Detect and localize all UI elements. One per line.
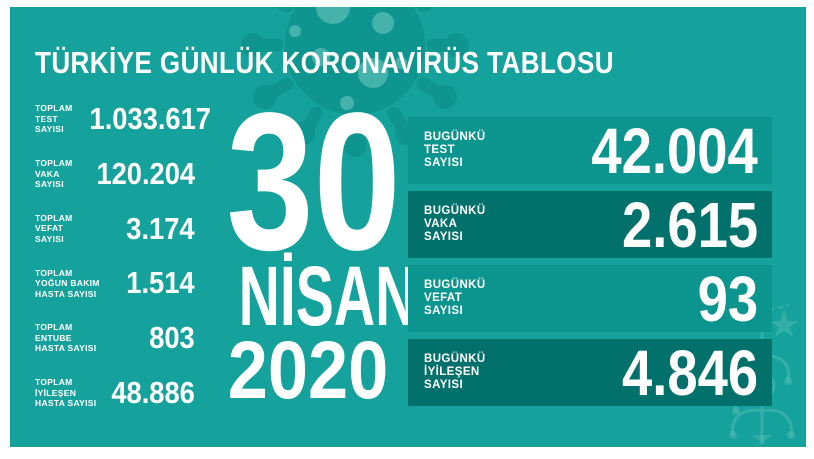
stat-label: BUGÜNKÜ VEFAT SAYISI bbox=[424, 279, 486, 317]
stat-label: TOPLAM TEST SAYISI bbox=[35, 103, 73, 135]
stat-value: 120.204 bbox=[96, 155, 195, 191]
totals-panel: TOPLAM TEST SAYISI 1.033.617 TOPLAM VAKA… bbox=[35, 95, 210, 417]
page-title: TÜRKİYE GÜNLÜK KORONAVİRÜS TABLOSU bbox=[35, 45, 614, 80]
total-row-vaka: TOPLAM VAKA SAYISI 120.204 bbox=[35, 150, 195, 198]
stat-label: TOPLAM ENTUBE HASTA SAYISI bbox=[35, 322, 97, 354]
stat-value: 4.846 bbox=[621, 336, 758, 409]
stat-label: TOPLAM İYİLEŞEN HASTA SAYISI bbox=[35, 377, 97, 409]
total-row-yogun-bakim: TOPLAM YOĞUN BAKIM HASTA SAYISI 1.514 bbox=[35, 259, 195, 307]
star-watermark-icon bbox=[770, 311, 798, 337]
daily-panel: BUGÜNKÜ TEST SAYISI 42.004 BUGÜNKÜ VAKA … bbox=[408, 115, 772, 409]
total-row-test: TOPLAM TEST SAYISI 1.033.617 bbox=[35, 95, 210, 143]
stat-value: 93 bbox=[697, 262, 758, 335]
stat-value: 1.514 bbox=[126, 265, 195, 301]
stat-value: 3.174 bbox=[126, 210, 195, 246]
stat-value: 42.004 bbox=[591, 114, 758, 187]
daily-row-iyilesen: BUGÜNKÜ İYİLEŞEN SAYISI 4.846 bbox=[408, 337, 772, 409]
stat-label: TOPLAM VEFAT SAYISI bbox=[35, 212, 73, 244]
stat-value: 48.886 bbox=[111, 374, 195, 410]
coronavirus-table-card: TÜRKİYE GÜNLÜK KORONAVİRÜS TABLOSU TOPLA… bbox=[10, 7, 806, 447]
stat-value: 1.033.617 bbox=[89, 101, 211, 136]
stat-value: 803 bbox=[149, 320, 195, 356]
total-row-entube: TOPLAM ENTUBE HASTA SAYISI 803 bbox=[35, 314, 195, 362]
stat-label: TOPLAM YOĞUN BAKIM HASTA SAYISI bbox=[35, 267, 100, 299]
date-block: 30 NİSAN 2020 bbox=[206, 72, 417, 416]
daily-row-vefat: BUGÜNKÜ VEFAT SAYISI 93 bbox=[408, 263, 772, 335]
total-row-iyilesen: TOPLAM İYİLEŞEN HASTA SAYISI 48.886 bbox=[35, 369, 195, 417]
stat-label: BUGÜNKÜ VAKA SAYISI bbox=[424, 205, 486, 243]
stat-value: 2.615 bbox=[621, 188, 758, 261]
total-row-vefat: TOPLAM VEFAT SAYISI 3.174 bbox=[35, 205, 195, 253]
daily-row-test: BUGÜNKÜ TEST SAYISI 42.004 bbox=[408, 115, 772, 187]
date-day: 30 bbox=[226, 72, 401, 291]
stat-label: TOPLAM VAKA SAYISI bbox=[35, 158, 73, 190]
stat-label: BUGÜNKÜ İYİLEŞEN SAYISI bbox=[424, 353, 486, 391]
stat-label: BUGÜNKÜ TEST SAYISI bbox=[424, 131, 486, 169]
daily-row-vaka: BUGÜNKÜ VAKA SAYISI 2.615 bbox=[408, 189, 772, 261]
date-month: NİSAN bbox=[238, 249, 417, 343]
date-year: 2020 bbox=[227, 325, 389, 416]
